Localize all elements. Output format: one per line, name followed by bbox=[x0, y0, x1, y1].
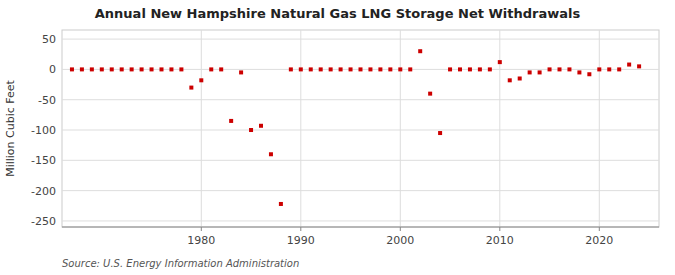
source-note: Source: U.S. Energy Information Administ… bbox=[62, 258, 299, 269]
y-tick-label: 50 bbox=[42, 33, 56, 46]
point bbox=[219, 67, 223, 71]
point bbox=[319, 67, 323, 71]
x-tick bbox=[300, 227, 301, 231]
point bbox=[189, 86, 193, 90]
x-tick bbox=[599, 227, 600, 231]
point bbox=[637, 64, 641, 68]
point bbox=[100, 67, 104, 71]
plot-frame bbox=[62, 30, 659, 227]
y-tick-label: -250 bbox=[31, 215, 56, 228]
x-grid-line bbox=[599, 30, 600, 227]
point bbox=[388, 67, 392, 71]
y-grid-line bbox=[62, 190, 659, 191]
point bbox=[130, 67, 134, 71]
point bbox=[587, 72, 591, 76]
point bbox=[617, 67, 621, 71]
x-grid-line bbox=[201, 30, 202, 227]
point bbox=[538, 70, 542, 74]
point bbox=[607, 67, 611, 71]
point bbox=[349, 67, 353, 71]
point bbox=[508, 78, 512, 82]
chart: Annual New Hampshire Natural Gas LNG Sto… bbox=[0, 0, 675, 275]
point bbox=[398, 67, 402, 71]
y-tick-label: -50 bbox=[38, 94, 56, 107]
axes: 50 0 -50 -100 -150 -200 -250 1980 1990 2000 2010 20… bbox=[31, 33, 659, 247]
title: Annual New Hampshire Natural Gas LNG Sto… bbox=[95, 6, 581, 21]
y-grid-line bbox=[62, 99, 659, 100]
point bbox=[229, 119, 233, 123]
point bbox=[528, 70, 532, 74]
point bbox=[299, 67, 303, 71]
point bbox=[309, 67, 313, 71]
y-tick-label: -150 bbox=[31, 154, 56, 167]
x-tick-label: 1990 bbox=[287, 234, 315, 247]
point bbox=[329, 67, 333, 71]
point bbox=[150, 67, 154, 71]
point bbox=[160, 67, 164, 71]
point bbox=[577, 70, 581, 74]
point bbox=[458, 67, 462, 71]
point bbox=[438, 131, 442, 135]
grid bbox=[62, 30, 659, 227]
y-tick-label: 0 bbox=[49, 63, 56, 76]
point bbox=[548, 67, 552, 71]
point bbox=[120, 67, 124, 71]
y-tick-label: -100 bbox=[31, 124, 56, 137]
point bbox=[249, 128, 253, 132]
point bbox=[259, 124, 263, 128]
y-grid-line bbox=[62, 160, 659, 161]
x-grid-line bbox=[300, 30, 301, 227]
point bbox=[378, 67, 382, 71]
point bbox=[518, 76, 522, 80]
x-tick bbox=[400, 227, 401, 231]
point bbox=[627, 63, 631, 67]
x-tick bbox=[499, 227, 500, 231]
y-grid-line bbox=[62, 39, 659, 40]
point bbox=[339, 67, 343, 71]
x-tick bbox=[201, 227, 202, 231]
point bbox=[269, 152, 273, 156]
point bbox=[558, 67, 562, 71]
point bbox=[279, 202, 283, 206]
point bbox=[169, 67, 173, 71]
point bbox=[478, 67, 482, 71]
point bbox=[90, 67, 94, 71]
point bbox=[70, 67, 74, 71]
point bbox=[140, 67, 144, 71]
point bbox=[567, 67, 571, 71]
x-axis-line bbox=[62, 227, 659, 228]
y-axis-label: Million Cubic Feet bbox=[4, 79, 17, 176]
x-tick-label: 2020 bbox=[585, 234, 613, 247]
y-grid-line bbox=[62, 220, 659, 221]
point bbox=[488, 67, 492, 71]
x-tick-label: 2000 bbox=[386, 234, 414, 247]
point bbox=[498, 60, 502, 64]
point bbox=[468, 67, 472, 71]
x-tick-label: 2010 bbox=[486, 234, 514, 247]
y-tick-label: -200 bbox=[31, 185, 56, 198]
point bbox=[289, 67, 293, 71]
point bbox=[209, 67, 213, 71]
point bbox=[359, 67, 363, 71]
point bbox=[428, 92, 432, 96]
x-grid-line bbox=[400, 30, 401, 227]
point bbox=[448, 67, 452, 71]
point bbox=[110, 67, 114, 71]
points bbox=[70, 49, 641, 206]
x-tick-label: 1980 bbox=[187, 234, 215, 247]
point bbox=[80, 67, 84, 71]
point bbox=[418, 49, 422, 53]
x-grid-line bbox=[499, 30, 500, 227]
point bbox=[179, 67, 183, 71]
point bbox=[199, 78, 203, 82]
point bbox=[408, 67, 412, 71]
point bbox=[597, 67, 601, 71]
point bbox=[368, 67, 372, 71]
point bbox=[239, 70, 243, 74]
y-grid-line bbox=[62, 130, 659, 131]
